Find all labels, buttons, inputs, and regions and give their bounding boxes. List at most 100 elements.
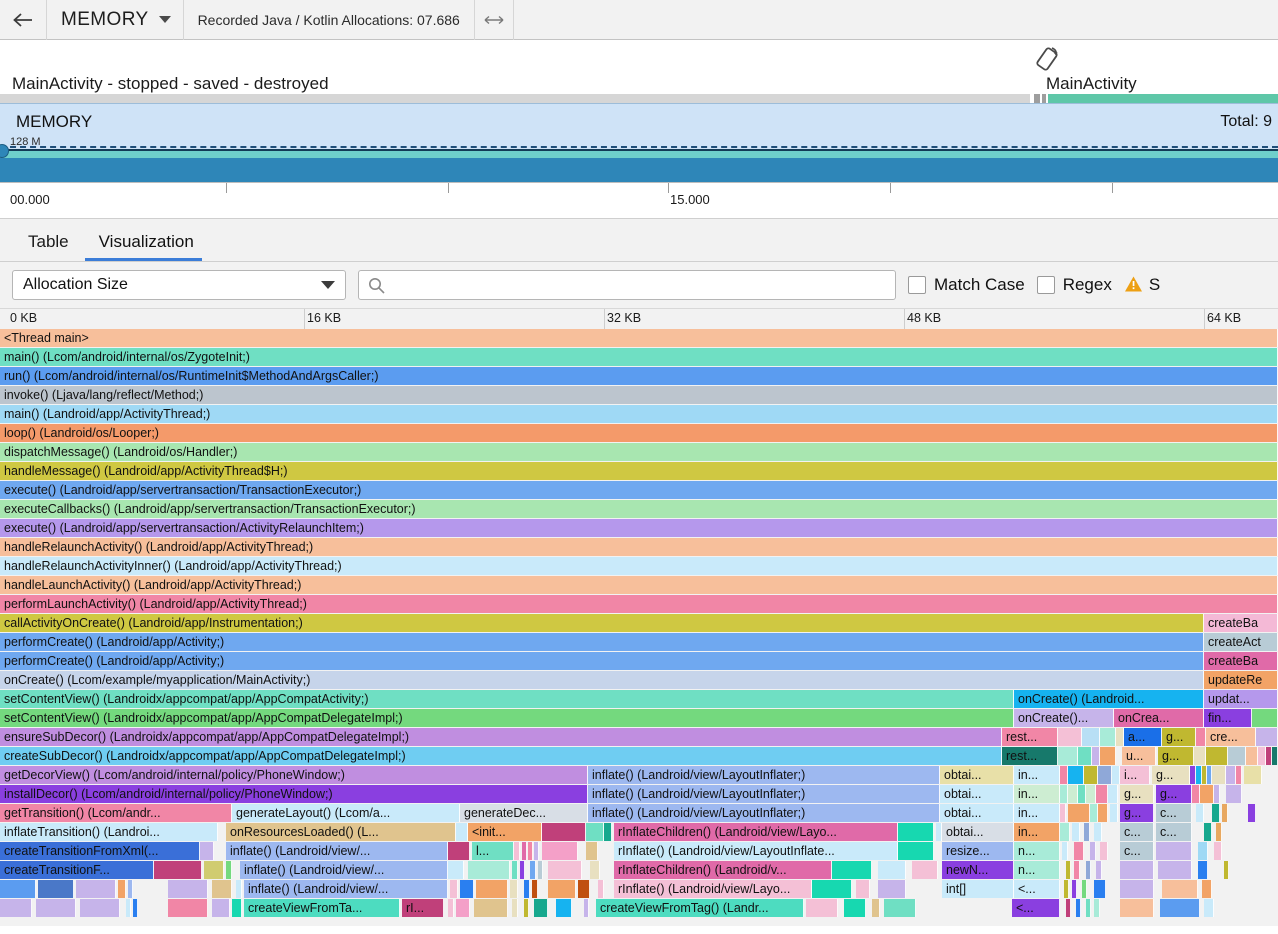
flame-node[interactable] — [1098, 804, 1108, 822]
flame-node[interactable]: setContentView() (Landroidx/appcompat/ap… — [0, 709, 1014, 727]
lifecycle-segment[interactable] — [1042, 94, 1046, 103]
lifecycle-segment[interactable] — [1048, 94, 1278, 103]
flame-node[interactable] — [1058, 747, 1078, 765]
flame-node[interactable]: c... — [1156, 804, 1192, 822]
flame-node[interactable]: callActivityOnCreate() (Landroid/app/Ins… — [0, 614, 1204, 632]
flame-node[interactable]: onCreate() (Lcom/example/myapplication/M… — [0, 671, 1204, 689]
flame-node[interactable] — [912, 861, 938, 879]
flame-node[interactable] — [474, 899, 508, 917]
flame-node[interactable] — [1214, 785, 1220, 803]
flame-node[interactable] — [1198, 842, 1208, 860]
flame-node[interactable] — [534, 842, 539, 860]
flame-node[interactable] — [1120, 861, 1154, 879]
flame-node[interactable]: inflate() (Landroid/view/... — [226, 842, 448, 860]
flame-node[interactable]: rInflate() (Landroid/view/Layo... — [614, 880, 812, 898]
flame-node[interactable]: obtai... — [940, 766, 1014, 784]
flame-node[interactable] — [806, 899, 838, 917]
flame-node[interactable] — [36, 899, 76, 917]
tab-table[interactable]: Table — [14, 232, 85, 261]
flame-node[interactable] — [1206, 747, 1228, 765]
flame-node[interactable]: executeCallbacks() (Landroid/app/servert… — [0, 500, 1278, 518]
flame-node[interactable]: handleMessage() (Landroid/app/ActivityTh… — [0, 462, 1278, 480]
flame-node[interactable] — [878, 880, 906, 898]
flame-node[interactable] — [1202, 880, 1212, 898]
flame-graph[interactable]: <Thread main> main() (Lcom/android/intern… — [0, 329, 1278, 926]
flame-node[interactable] — [530, 861, 536, 879]
flame-node[interactable] — [1120, 899, 1154, 917]
time-axis[interactable]: 00.000 15.000 — [0, 182, 1278, 218]
tab-visualization[interactable]: Visualization — [84, 232, 210, 261]
flame-node[interactable] — [1160, 899, 1200, 917]
flame-node[interactable]: createAct — [1204, 633, 1278, 651]
flame-node[interactable]: c... — [1156, 823, 1192, 841]
flame-node[interactable] — [1236, 766, 1242, 784]
flame-node[interactable] — [586, 842, 598, 860]
flame-node[interactable] — [468, 861, 510, 879]
flame-node[interactable] — [1066, 899, 1071, 917]
flame-node[interactable] — [1060, 766, 1068, 784]
flame-node[interactable] — [126, 899, 131, 917]
flame-node[interactable] — [1084, 823, 1090, 841]
flame-node[interactable] — [76, 880, 116, 898]
flame-node[interactable] — [598, 880, 604, 898]
flame-node[interactable] — [0, 880, 36, 898]
flame-node[interactable]: resize... — [942, 842, 1014, 860]
flame-node[interactable]: <... — [1014, 880, 1060, 898]
metric-dropdown[interactable]: Allocation Size — [12, 270, 346, 300]
flame-node[interactable] — [538, 861, 543, 879]
lifecycle-segment[interactable] — [0, 94, 1030, 103]
flame-node[interactable] — [1060, 785, 1068, 803]
flame-node[interactable] — [1200, 785, 1214, 803]
flame-node[interactable]: rInflate() (Landroid/view/LayoutInflate.… — [614, 842, 898, 860]
flame-node[interactable] — [1068, 766, 1084, 784]
flame-node[interactable]: a... — [1124, 728, 1162, 746]
flame-node[interactable] — [1076, 899, 1081, 917]
flame-node[interactable]: createBa — [1204, 614, 1278, 632]
flame-node[interactable] — [1068, 804, 1090, 822]
flame-node[interactable] — [1204, 823, 1212, 841]
checkbox-box[interactable] — [1036, 276, 1055, 294]
flame-node[interactable]: <init... — [468, 823, 542, 841]
flame-node[interactable] — [1244, 766, 1262, 784]
flame-node[interactable] — [1204, 899, 1214, 917]
flame-node[interactable]: n... — [1014, 861, 1060, 879]
flame-node[interactable]: loop() (Landroid/os/Looper;) — [0, 424, 1278, 442]
flame-node[interactable] — [524, 880, 530, 898]
flame-node[interactable] — [1082, 728, 1100, 746]
flame-node[interactable] — [1110, 804, 1118, 822]
flame-node[interactable]: n... — [1014, 842, 1060, 860]
flame-node[interactable] — [450, 880, 458, 898]
flame-node[interactable] — [212, 880, 232, 898]
flame-node[interactable]: inflate() (Landroid/view/LayoutInflater;… — [588, 804, 940, 822]
flame-node[interactable]: createTransitionFromXml(... — [0, 842, 200, 860]
flame-node[interactable] — [844, 899, 866, 917]
flame-node[interactable] — [1226, 766, 1236, 784]
flame-node[interactable] — [133, 899, 138, 917]
flame-node[interactable] — [520, 861, 525, 879]
flame-node[interactable]: <Thread main> — [0, 329, 1278, 347]
flame-node[interactable] — [1120, 880, 1154, 898]
flame-node[interactable]: i... — [1120, 766, 1150, 784]
flame-node[interactable] — [1094, 899, 1100, 917]
flame-node[interactable]: handleRelaunchActivity() (Landroid/app/A… — [0, 538, 1278, 556]
flame-node[interactable]: u... — [1122, 747, 1156, 765]
flame-node[interactable]: in... — [1014, 785, 1060, 803]
flame-node[interactable] — [80, 899, 120, 917]
search-input[interactable] — [391, 276, 879, 294]
flame-node[interactable] — [1207, 766, 1212, 784]
flame-node[interactable] — [528, 842, 533, 860]
flame-node[interactable]: int[] — [942, 880, 1014, 898]
flame-node[interactable]: g... — [1158, 747, 1194, 765]
flame-node[interactable]: invoke() (Ljava/lang/reflect/Method;) — [0, 386, 1278, 404]
checkbox-box[interactable] — [908, 276, 926, 294]
flame-node[interactable]: onCrea... — [1114, 709, 1204, 727]
flame-node[interactable] — [448, 899, 454, 917]
flame-node[interactable] — [604, 823, 612, 841]
flame-node[interactable] — [1162, 880, 1198, 898]
flame-node[interactable] — [1086, 785, 1096, 803]
flame-node[interactable]: execute() (Landroid/app/servertransactio… — [0, 481, 1278, 499]
flame-node[interactable] — [1214, 842, 1222, 860]
flame-node[interactable] — [448, 842, 470, 860]
flame-node[interactable] — [1064, 880, 1069, 898]
flame-node[interactable] — [0, 899, 32, 917]
